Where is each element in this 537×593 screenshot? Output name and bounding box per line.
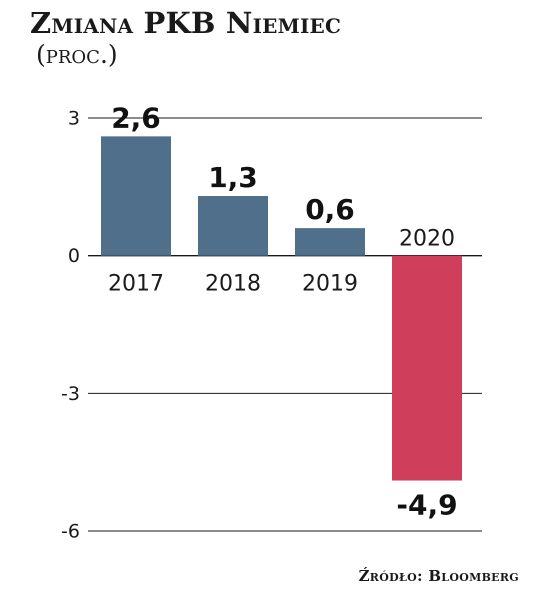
category-label: 2017 bbox=[108, 272, 164, 297]
value-labels: 2,6 1,3 0,6 -4,9 bbox=[111, 101, 457, 521]
category-labels: 2017 2018 2019 2020 bbox=[108, 227, 455, 297]
bar-2018 bbox=[198, 196, 268, 256]
bars bbox=[101, 136, 462, 481]
chart-subtitle: (proc.) bbox=[36, 40, 118, 69]
y-axis-ticks: 3 0 -3 -6 bbox=[61, 108, 80, 543]
category-label: 2018 bbox=[205, 272, 261, 297]
value-label: 1,3 bbox=[208, 161, 258, 194]
source-note: Źródło: Bloomberg bbox=[358, 567, 519, 585]
bar-2019 bbox=[295, 228, 365, 256]
category-label: 2020 bbox=[399, 227, 455, 252]
bar-2017 bbox=[101, 136, 171, 256]
category-label: 2019 bbox=[302, 272, 358, 297]
value-label: 2,6 bbox=[111, 101, 161, 134]
value-label: -4,9 bbox=[396, 489, 457, 522]
y-tick-label: -3 bbox=[61, 383, 80, 405]
value-label: 0,6 bbox=[305, 193, 355, 226]
y-tick-label: -6 bbox=[61, 521, 80, 543]
chart-title: Zmiana PKB Niemiec bbox=[30, 6, 342, 40]
y-tick-label: 0 bbox=[68, 245, 80, 267]
bar-chart: 3 0 -3 -6 2017 2018 2019 2020 2,6 1,3 0,6 -4,9 bbox=[61, 101, 482, 543]
y-tick-label: 3 bbox=[68, 108, 80, 130]
bar-2020 bbox=[392, 255, 462, 481]
